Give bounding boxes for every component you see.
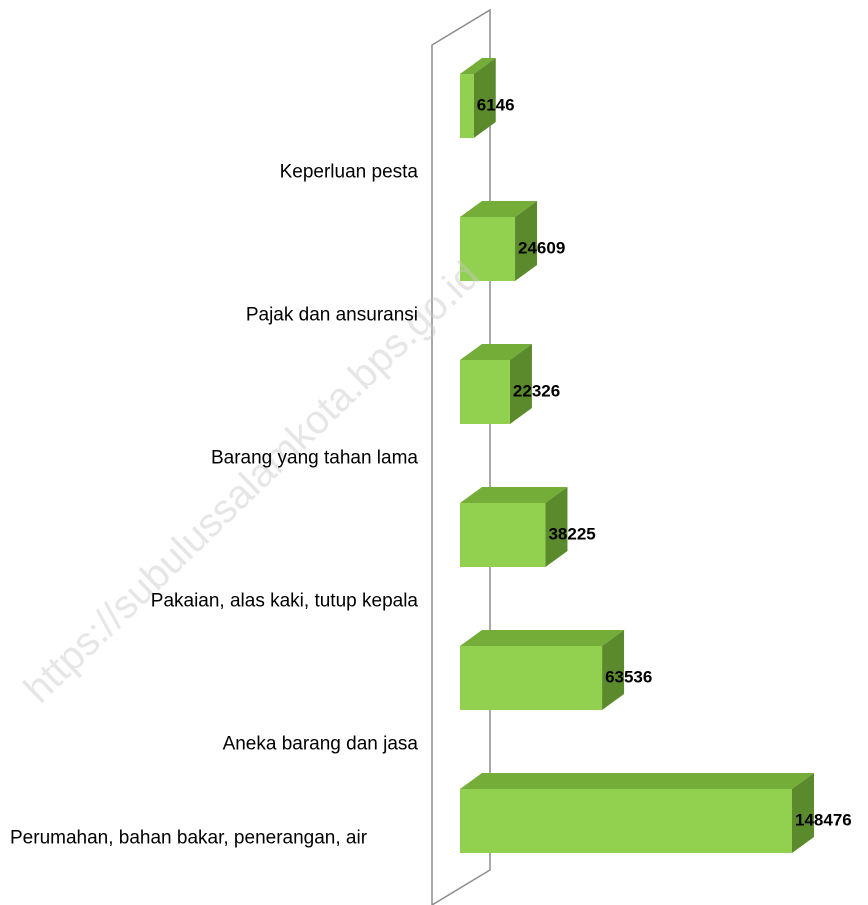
bar-side [602,630,625,710]
bar-side [545,487,568,567]
category-label: Perumahan, bahan bakar, penerangan, air [10,827,368,849]
bar-top [460,58,496,74]
value-label: 6146 [477,95,515,114]
bar-side [792,773,814,853]
value-label: 148476 [795,810,852,829]
bar [460,74,474,138]
bar [460,789,792,853]
value-label: 63536 [605,667,652,686]
bar [460,646,603,710]
bar-top [460,630,625,646]
bar-top [460,487,568,503]
bars: 148476 63536 38225 22326 24609 6146 [460,58,852,853]
value-label: 24609 [518,238,565,257]
bar-side [473,58,496,138]
bar [460,503,546,567]
category-label: Pakaian, alas kaki, tutup kepala [150,590,418,612]
category-label: Pajak dan ansuransi [245,304,418,326]
bar [460,360,510,424]
value-label: 22326 [513,381,560,400]
bar-side [515,201,538,281]
bar [460,217,516,281]
value-label: 38225 [548,524,595,543]
category-label: Keperluan pesta [279,161,418,183]
bar-side [509,344,532,424]
category-label: Aneka barang dan jasa [222,733,418,755]
category-label: Barang yang tahan lama [210,447,418,469]
back-wall [431,8,491,905]
bar-top [460,201,538,217]
bar-top [460,773,814,789]
bar-top [460,344,532,360]
